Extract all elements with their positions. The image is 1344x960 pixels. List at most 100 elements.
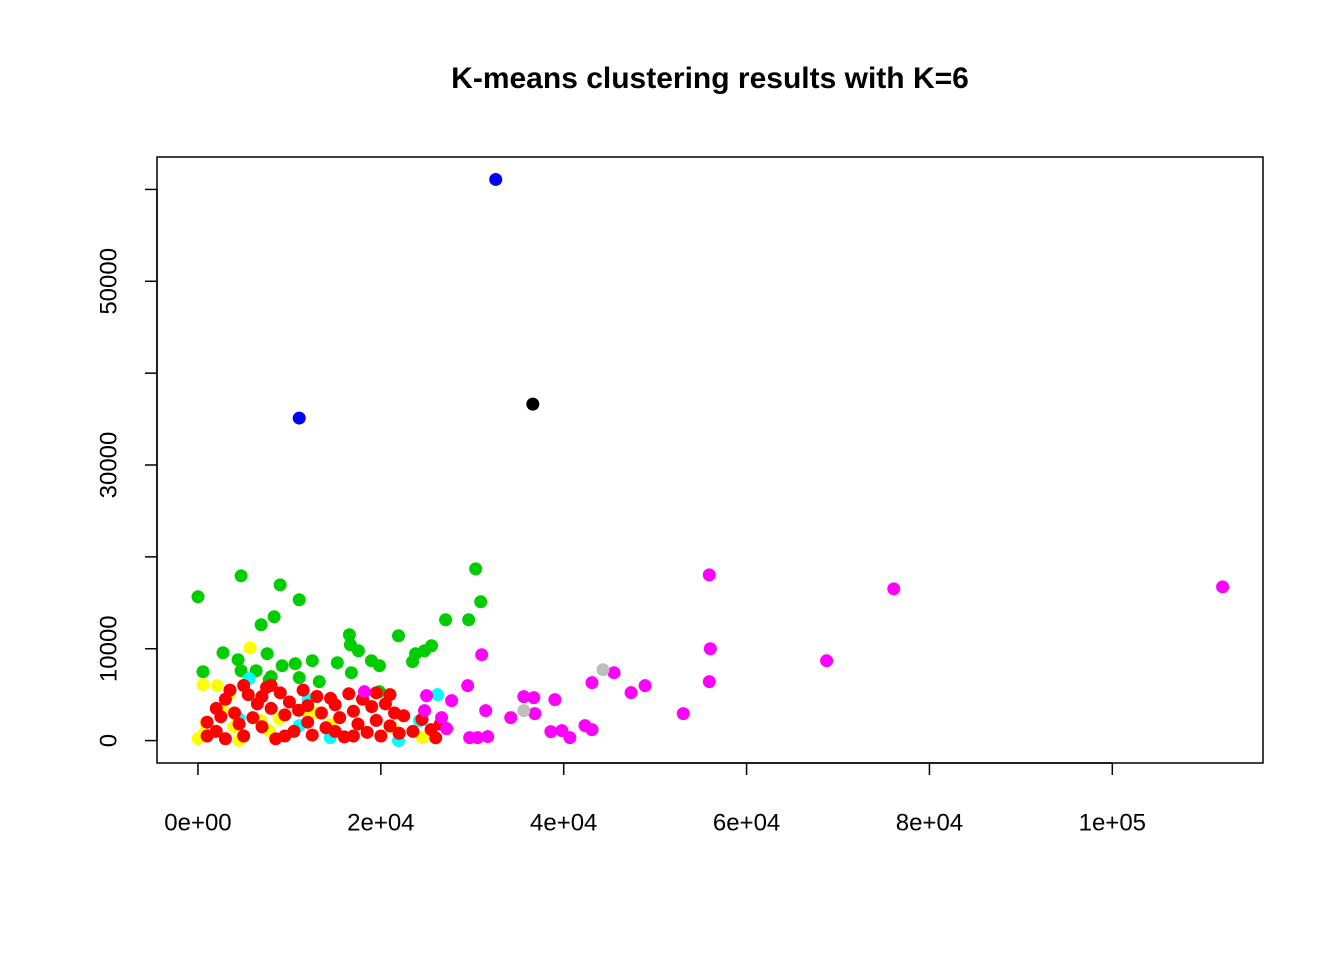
point (292, 593, 306, 607)
point (638, 679, 652, 693)
point (372, 659, 386, 673)
point (418, 704, 432, 718)
point (196, 678, 210, 692)
point (231, 653, 245, 667)
point (397, 709, 411, 723)
point (406, 655, 420, 669)
point (275, 659, 289, 673)
point (528, 707, 542, 721)
point (369, 686, 383, 700)
point (305, 728, 319, 742)
point (234, 569, 248, 583)
point (548, 693, 562, 707)
y-tick-label: 30000 (95, 432, 122, 499)
point (887, 582, 901, 596)
point (596, 663, 610, 677)
point (374, 729, 388, 743)
point (369, 713, 383, 727)
point (461, 679, 475, 693)
point (435, 711, 449, 725)
point (585, 676, 599, 690)
point (237, 729, 251, 743)
point (544, 725, 558, 739)
point (462, 613, 476, 627)
point (676, 707, 690, 721)
point (305, 654, 319, 668)
y-tick-label: 50000 (95, 248, 122, 315)
point (328, 724, 342, 738)
point (471, 731, 485, 745)
point (310, 689, 324, 703)
point (292, 411, 306, 425)
point (312, 675, 326, 689)
point (314, 706, 328, 720)
point (406, 724, 420, 738)
point (216, 646, 230, 660)
x-tick-label: 1e+05 (1079, 809, 1146, 836)
point (360, 725, 374, 739)
point (273, 578, 287, 592)
y-tick-label: 0 (95, 734, 122, 747)
point (237, 678, 251, 692)
point (702, 568, 716, 582)
point (288, 657, 302, 671)
point (445, 694, 459, 708)
point (391, 629, 405, 643)
point (223, 683, 237, 697)
point (392, 726, 406, 740)
x-tick-label: 4e+04 (530, 809, 597, 836)
point (301, 715, 315, 729)
point (489, 172, 503, 186)
point (563, 731, 577, 745)
point (344, 666, 358, 680)
point (420, 689, 434, 703)
plot-frame (156, 156, 1264, 764)
point (517, 690, 531, 704)
point (383, 719, 397, 733)
point (296, 683, 310, 697)
point (234, 664, 248, 678)
point (278, 729, 292, 743)
point (351, 717, 365, 731)
point (209, 701, 223, 715)
point (196, 665, 210, 679)
point (624, 686, 638, 700)
point (820, 654, 834, 668)
point (429, 731, 443, 745)
point (440, 722, 454, 736)
point (585, 723, 599, 737)
point (232, 717, 246, 731)
point (703, 642, 717, 656)
point (469, 562, 483, 576)
point (517, 704, 531, 718)
point (301, 699, 315, 713)
point (416, 731, 430, 745)
point (431, 688, 445, 702)
point (260, 647, 274, 661)
point (264, 678, 278, 692)
y-tick-label: 10000 (95, 615, 122, 682)
point (200, 729, 214, 743)
point (526, 397, 540, 411)
point (439, 613, 453, 627)
x-tick-label: 0e+00 (164, 809, 231, 836)
point (333, 711, 347, 725)
point (342, 628, 356, 642)
point (264, 701, 278, 715)
x-tick-label: 8e+04 (896, 809, 963, 836)
point (346, 729, 360, 743)
point (365, 700, 379, 714)
point (1216, 580, 1230, 594)
point (200, 715, 214, 729)
point (351, 644, 365, 658)
point (357, 685, 371, 699)
point (255, 689, 269, 703)
point (346, 704, 360, 718)
point (292, 671, 306, 685)
point (191, 590, 205, 604)
point (330, 656, 344, 670)
point (479, 704, 493, 718)
x-tick-label: 2e+04 (347, 809, 414, 836)
point (218, 732, 232, 746)
